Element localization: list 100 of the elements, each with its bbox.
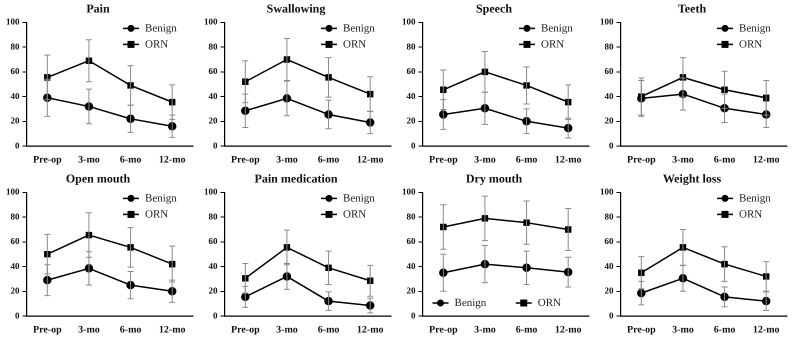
legend-label: Benign (739, 22, 772, 34)
y-tick-label: 80 (406, 41, 416, 52)
chart-title: Weight loss (662, 171, 722, 186)
chart-title: Swallowing (266, 1, 326, 16)
x-tick-label: 6-mo (516, 154, 538, 166)
x-tick-label: Pre-op (626, 324, 656, 336)
x-tick-label: 12-mo (158, 154, 186, 166)
y-tick-label: 20 (208, 286, 218, 296)
y-tick-label: 100 (402, 186, 416, 197)
y-tick-label: 80 (208, 41, 218, 52)
x-tick-label: 6-mo (516, 324, 538, 336)
legend-label: ORN (739, 208, 762, 220)
x-tick-label: Pre-op (230, 154, 260, 166)
y-tick-label: 60 (406, 236, 416, 246)
legend-label: Benign (343, 192, 376, 204)
y-tick-label: 80 (208, 211, 218, 222)
y-tick-label: 100 (600, 16, 614, 27)
x-tick-label: 3-mo (276, 154, 298, 166)
y-tick-label: 100 (204, 16, 218, 27)
y-tick-label: 40 (406, 260, 416, 271)
y-tick-label: 0 (213, 140, 218, 150)
x-tick-label: 6-mo (120, 324, 142, 336)
y-tick-label: 0 (15, 310, 20, 320)
y-tick-label: 20 (10, 116, 20, 126)
y-tick-label: 20 (10, 286, 20, 296)
y-tick-label: 20 (406, 286, 416, 296)
x-tick-label: 12-mo (554, 324, 582, 336)
x-tick-label: 12-mo (356, 324, 384, 336)
y-tick-label: 80 (10, 41, 20, 52)
y-tick-label: 60 (604, 236, 614, 246)
y-tick-label: 20 (208, 116, 218, 126)
y-tick-label: 40 (208, 90, 218, 101)
legend-label: Benign (739, 192, 772, 204)
y-tick-label: 100 (600, 186, 614, 197)
legend-label: Benign (343, 22, 376, 34)
y-tick-label: 60 (604, 66, 614, 76)
chart-title: Dry mouth (466, 171, 522, 186)
x-tick-label: 3-mo (78, 154, 100, 166)
x-tick-label: 3-mo (276, 324, 298, 336)
y-tick-label: 40 (208, 260, 218, 271)
legend-label: Benign (145, 192, 178, 204)
y-tick-label: 100 (402, 16, 416, 27)
x-tick-label: Pre-op (428, 324, 458, 336)
x-tick-label: 12-mo (752, 154, 780, 166)
x-tick-label: 3-mo (474, 154, 496, 166)
legend-label: ORN (343, 208, 366, 220)
x-tick-label: Pre-op (32, 324, 62, 336)
y-tick-label: 60 (10, 236, 20, 246)
legend-label: Benign (454, 296, 487, 309)
y-tick-label: 80 (604, 211, 614, 222)
legend-label: Benign (145, 22, 178, 34)
y-tick-label: 0 (411, 140, 416, 150)
y-tick-label: 20 (604, 116, 614, 126)
y-tick-label: 40 (10, 260, 20, 271)
legend-label: ORN (538, 296, 562, 309)
y-tick-label: 0 (15, 140, 20, 150)
y-tick-label: 20 (406, 116, 416, 126)
x-tick-label: 6-mo (714, 324, 736, 336)
y-tick-label: 100 (204, 186, 218, 197)
y-tick-label: 0 (609, 310, 614, 320)
legend-label: ORN (739, 38, 762, 50)
x-tick-label: 6-mo (120, 154, 142, 166)
x-tick-label: Pre-op (230, 324, 260, 336)
y-tick-label: 40 (604, 260, 614, 271)
y-tick-label: 60 (10, 66, 20, 76)
legend-label: ORN (541, 38, 564, 50)
chart-title: Pain (86, 1, 110, 16)
chart-title: Open mouth (66, 171, 130, 186)
x-tick-label: Pre-op (626, 154, 656, 166)
y-tick-label: 40 (406, 90, 416, 101)
x-tick-label: 6-mo (714, 154, 736, 166)
x-tick-label: 6-mo (318, 324, 340, 336)
x-tick-label: 12-mo (554, 154, 582, 166)
x-tick-label: 12-mo (356, 154, 384, 166)
legend-label: Benign (541, 22, 574, 34)
y-tick-label: 100 (6, 16, 20, 27)
x-tick-label: 3-mo (672, 154, 694, 166)
x-tick-label: 3-mo (672, 324, 694, 336)
y-tick-label: 40 (10, 90, 20, 101)
chart-title: Speech (476, 1, 512, 16)
y-tick-label: 60 (406, 66, 416, 76)
x-tick-label: 12-mo (158, 324, 186, 336)
y-tick-label: 60 (208, 236, 218, 246)
legend-label: ORN (145, 38, 168, 50)
chart-title: Teeth (678, 1, 706, 16)
y-tick-label: 60 (208, 66, 218, 76)
chart-title: Pain medication (254, 171, 338, 186)
x-tick-label: 6-mo (318, 154, 340, 166)
y-tick-label: 0 (609, 140, 614, 150)
x-tick-label: Pre-op (428, 154, 458, 166)
y-tick-label: 80 (10, 211, 20, 222)
x-tick-label: 3-mo (474, 324, 496, 336)
x-tick-label: 12-mo (752, 324, 780, 336)
y-tick-label: 80 (604, 41, 614, 52)
y-tick-label: 0 (411, 310, 416, 320)
legend-label: ORN (343, 38, 366, 50)
y-tick-label: 0 (213, 310, 218, 320)
y-tick-label: 20 (604, 286, 614, 296)
y-tick-label: 40 (604, 90, 614, 101)
x-tick-label: 3-mo (78, 324, 100, 336)
